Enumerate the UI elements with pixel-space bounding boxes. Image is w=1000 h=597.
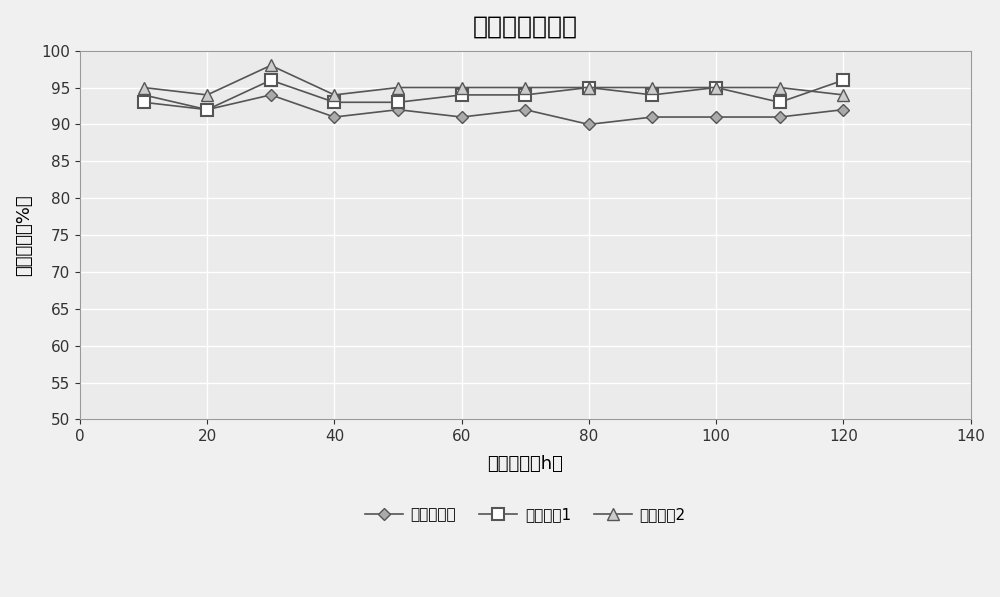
对比方案1: [519, 91, 531, 99]
对比方案2: [328, 91, 340, 99]
Line: 对比方案1: 对比方案1: [138, 75, 849, 115]
实施例方案: [646, 113, 658, 121]
对比方案2: [710, 84, 722, 91]
对比方案2: [583, 84, 595, 91]
对比方案2: [774, 84, 786, 91]
对比方案1: [710, 84, 722, 91]
对比方案2: [201, 91, 213, 99]
实施例方案: [583, 121, 595, 128]
对比方案1: [265, 76, 277, 84]
对比方案1: [138, 99, 150, 106]
实施例方案: [519, 106, 531, 113]
对比方案2: [646, 84, 658, 91]
对比方案2: [392, 84, 404, 91]
对比方案1: [328, 99, 340, 106]
对比方案1: [837, 76, 849, 84]
Line: 实施例方案: 实施例方案: [139, 91, 847, 128]
对比方案1: [583, 84, 595, 91]
实施例方案: [456, 113, 468, 121]
对比方案2: [265, 62, 277, 69]
对比方案1: [646, 91, 658, 99]
对比方案2: [519, 84, 531, 91]
对比方案1: [774, 99, 786, 106]
对比方案2: [837, 91, 849, 99]
Y-axis label: 去除效率（%）: 去除效率（%）: [15, 194, 33, 276]
实施例方案: [328, 113, 340, 121]
对比方案2: [138, 84, 150, 91]
实施例方案: [774, 113, 786, 121]
对比方案1: [201, 106, 213, 113]
实施例方案: [837, 106, 849, 113]
Line: 对比方案2: 对比方案2: [138, 60, 849, 100]
实施例方案: [392, 106, 404, 113]
实施例方案: [710, 113, 722, 121]
Legend: 实施例方案, 对比方案1, 对比方案2: 实施例方案, 对比方案1, 对比方案2: [359, 501, 692, 528]
实施例方案: [265, 91, 277, 99]
对比方案1: [456, 91, 468, 99]
X-axis label: 运行时间（h）: 运行时间（h）: [487, 456, 563, 473]
对比方案1: [392, 99, 404, 106]
对比方案2: [456, 84, 468, 91]
实施例方案: [201, 106, 213, 113]
Title: 氯化氢处理效率: 氯化氢处理效率: [473, 15, 578, 39]
实施例方案: [138, 91, 150, 99]
